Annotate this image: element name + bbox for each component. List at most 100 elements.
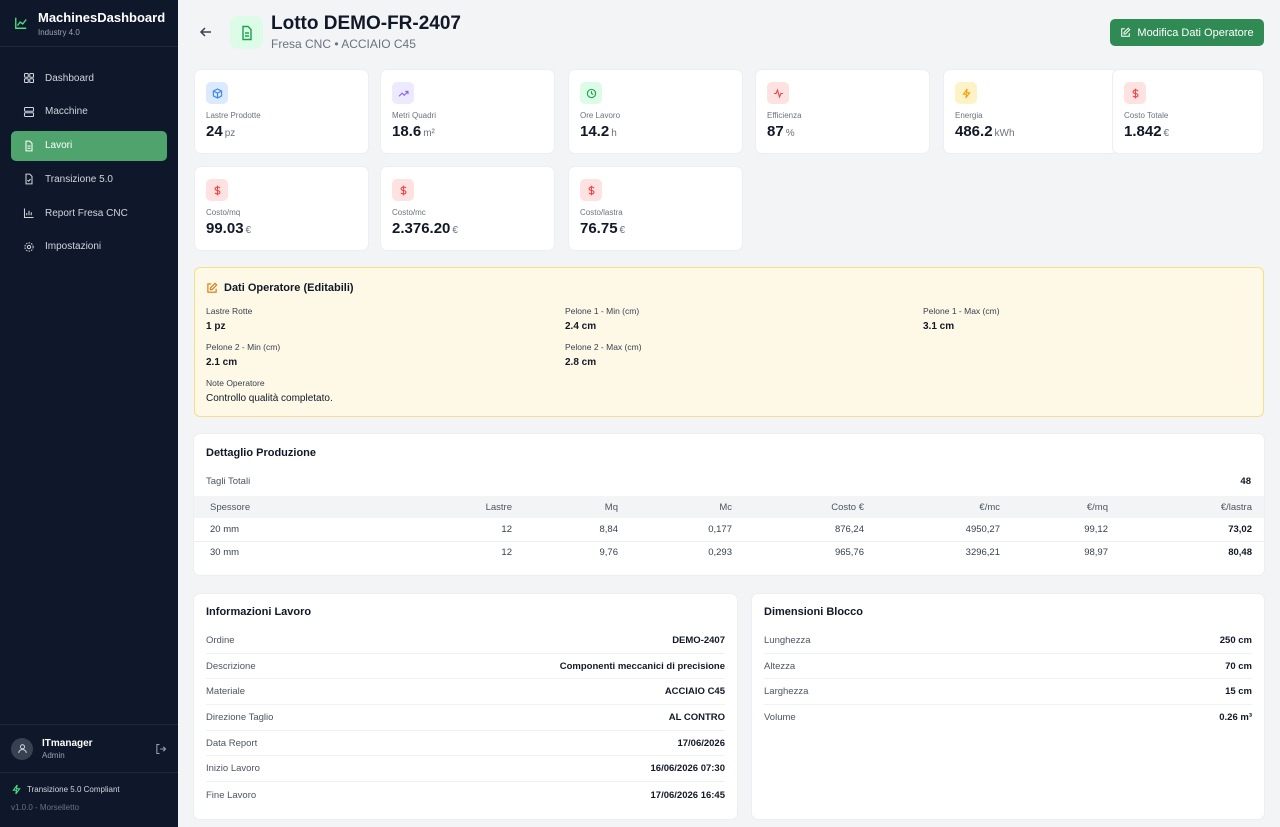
kpi-label: Costo Totale [1124, 111, 1169, 120]
field-value: 2.4 cm [565, 321, 597, 332]
bar-chart-icon [23, 208, 34, 219]
sidebar-item-macchine[interactable]: Macchine [11, 97, 167, 127]
sidebar-item-label: Macchine [45, 106, 88, 118]
field-pelone2-min: Pelone 2 - Min (cm) 2.1 cm [206, 342, 280, 368]
dim-row-volume: Volume 0.26 m³ [764, 705, 1252, 731]
table-cell: 12 [501, 547, 512, 559]
file-icon [241, 25, 252, 40]
sidebar-nav: Dashboard Macchine Lavori Transizione 5.… [0, 47, 178, 262]
info-row-data-report: Data Report 17/06/2026 [206, 731, 725, 757]
version-label: v1.0.0 - Morselletto [11, 803, 80, 812]
kpi-unit: € [452, 225, 458, 236]
dim-key: Volume [764, 712, 796, 724]
dim-value: 0.26 m³ [1219, 712, 1252, 724]
info-key: Inizio Lavoro [206, 763, 260, 775]
total-cuts-label: Tagli Totali [206, 476, 251, 487]
kpi-icon-badge [955, 82, 977, 104]
gear-icon [24, 242, 34, 252]
kpi-unit: pz [224, 128, 236, 139]
kpi-value: 87 [767, 123, 784, 140]
operator-panel-header: Dati Operatore (Editabili) [206, 282, 354, 294]
info-key: Materiale [206, 686, 246, 698]
kpi-metri-quadri: Metri Quadri 18.6 m² [381, 70, 554, 153]
info-row-descrizione: Descrizione Componenti meccanici di preci… [206, 654, 725, 680]
column-header: €/mq [1086, 501, 1108, 513]
user-role: Admin [42, 750, 65, 760]
kpi-ore-lavoro: Ore Lavoro 14.2 h [569, 70, 742, 153]
dollar-icon [588, 185, 594, 195]
sidebar-item-transizione[interactable]: Transizione 5.0 [11, 164, 167, 194]
edit-operator-button[interactable]: Modifica Dati Operatore [1110, 19, 1264, 46]
kpi-costo-mc: Costo/mc 2.376.20 € [381, 167, 554, 250]
production-detail-card: Dettaglio Produzione Tagli Totali 48 Spe… [194, 434, 1264, 575]
kpi-value: 99.03 [206, 220, 244, 237]
sidebar-item-impostazioni[interactable]: Impostazioni [11, 232, 167, 262]
total-cuts-value: 48 [1240, 476, 1251, 487]
edit-icon [207, 282, 218, 293]
dim-key: Larghezza [764, 686, 809, 698]
info-key: Ordine [206, 634, 235, 646]
user-name: ITmanager [42, 737, 93, 749]
avatar [11, 737, 33, 760]
table-row: 30 mm 12 9,76 0,293 965,76 3296,21 98,97… [194, 541, 1264, 564]
dim-key: Lunghezza [764, 634, 811, 646]
back-arrow-icon[interactable] [198, 24, 214, 40]
section-title: Dettaglio Produzione [206, 447, 316, 459]
table-cell: 3296,21 [965, 547, 1000, 559]
dollar-icon [1132, 88, 1138, 98]
column-header: Mc [719, 501, 732, 513]
info-row-fine-lavoro: Fine Lavoro 17/06/2026 16:45 [206, 782, 725, 808]
kpi-value: 14.2 [580, 123, 610, 140]
kpi-costo-totale: Costo Totale 1.842 € [1113, 70, 1263, 153]
sidebar-item-label: Impostazioni [45, 241, 102, 253]
table-cell: 80,48 [1228, 547, 1252, 559]
kpi-value: 2.376.20 [392, 220, 451, 237]
dim-row-altezza: Altezza 70 cm [764, 654, 1252, 680]
compliance-footer: Transizione 5.0 Compliant v1.0.0 - Morse… [0, 772, 178, 827]
info-value: ACCIAIO C45 [664, 686, 725, 698]
field-value: 1 pz [206, 321, 226, 332]
table-header-row: Spessore Lastre Mq Mc Costo € €/mc €/mq … [194, 496, 1264, 518]
dim-value: 15 cm [1225, 686, 1252, 698]
job-info-card: Informazioni Lavoro Ordine DEMO-2407 Desc… [194, 594, 737, 819]
table-cell: 876,24 [834, 523, 864, 535]
table-cell: 4950,27 [965, 523, 1000, 535]
info-value: AL CONTRO [668, 711, 725, 723]
field-value: 2.1 cm [206, 357, 238, 368]
info-key: Descrizione [206, 660, 256, 672]
info-value: 17/06/2026 [677, 737, 725, 749]
kpi-icon-badge [580, 179, 602, 201]
table-cell: 12 [501, 523, 512, 535]
field-value: 3.1 cm [923, 321, 955, 332]
table-cell: 98,97 [1084, 547, 1108, 559]
table-row: 20 mm 12 8,84 0,177 876,24 4950,27 99,12… [194, 518, 1264, 541]
table-cell: 0,293 [708, 547, 732, 559]
field-lastre-rotte: Lastre Rotte 1 pz [206, 306, 252, 332]
brand-subtitle: Industry 4.0 [38, 28, 80, 37]
page-header: Lotto DEMO-FR-2407 Fresa CNC • ACCIAIO C… [178, 0, 1280, 64]
sidebar-item-label: Dashboard [45, 72, 94, 84]
kpi-lastre-prodotte: Lastre Prodotte 24 pz [195, 70, 368, 153]
dim-key: Altezza [764, 660, 796, 672]
edit-icon [1121, 27, 1131, 37]
table-cell: 73,02 [1228, 523, 1252, 535]
field-note-operatore: Note Operatore Controllo qualità complet… [206, 378, 333, 404]
kpi-label: Efficienza [767, 111, 802, 120]
kpi-icon-badge [206, 179, 228, 201]
sidebar-item-label: Report Fresa CNC [45, 207, 128, 219]
brand: MachinesDashboard Industry 4.0 [0, 0, 178, 47]
file-icon [25, 140, 33, 151]
column-header: Spessore [210, 501, 251, 513]
sidebar-item-dashboard[interactable]: Dashboard [11, 63, 167, 93]
dim-value: 250 cm [1219, 634, 1252, 646]
logout-icon[interactable] [155, 743, 167, 755]
field-pelone1-max: Pelone 1 - Max (cm) 3.1 cm [923, 306, 1000, 332]
dim-row-larghezza: Larghezza 15 cm [764, 679, 1252, 706]
table-cell: 99,12 [1084, 523, 1108, 535]
kpi-energia: Energia 486.2 kWh [944, 70, 1117, 153]
column-header: Costo € [831, 501, 864, 513]
sidebar-item-report-fresa[interactable]: Report Fresa CNC [11, 198, 167, 228]
table-cell: 0,177 [708, 523, 732, 535]
sidebar-item-lavori[interactable]: Lavori [11, 130, 167, 161]
bolt-icon [961, 88, 971, 98]
